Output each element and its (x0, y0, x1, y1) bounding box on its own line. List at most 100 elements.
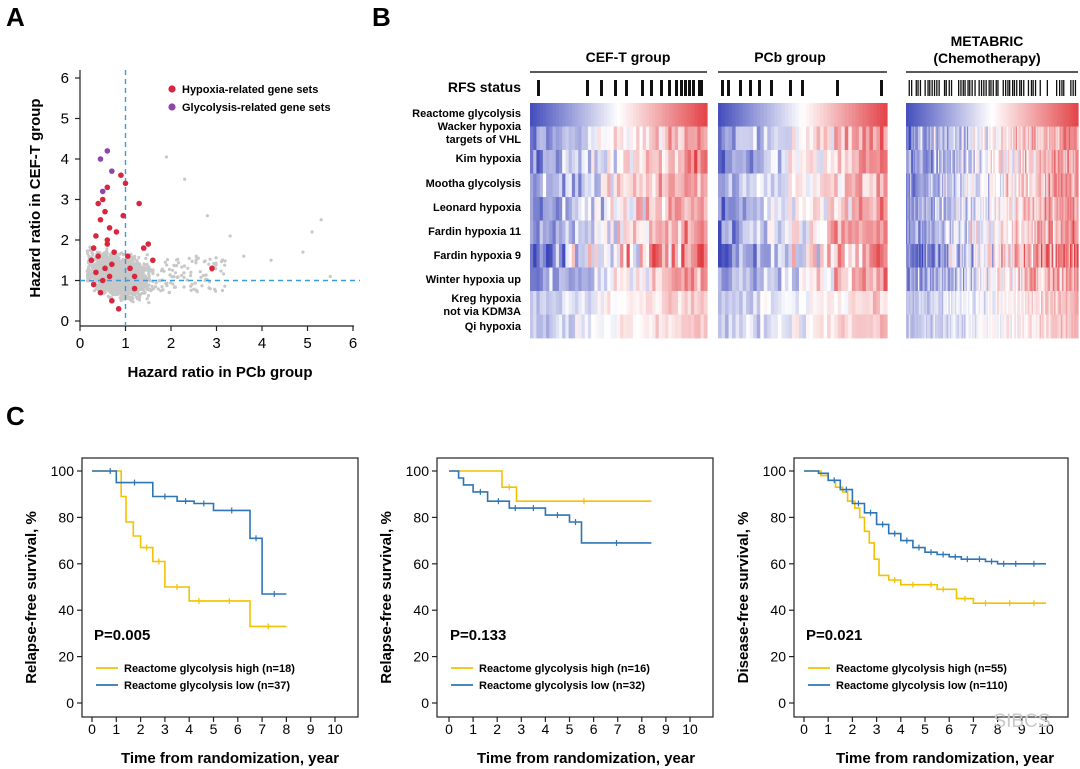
heatmap-cell (984, 244, 986, 268)
heatmap-cell (1062, 291, 1065, 315)
heatmap-cell (957, 173, 960, 198)
scatter-point (111, 283, 115, 287)
heatmap-cell (1054, 103, 1057, 127)
scatter-point (160, 285, 164, 289)
heatmap-cell (976, 220, 979, 245)
heatmap-cell (636, 291, 641, 315)
heatmap-cell (1011, 314, 1014, 339)
heatmap-cell (1038, 291, 1041, 315)
heatmap-cell (649, 267, 653, 292)
heatmap-cell (994, 103, 997, 127)
heatmap-cell (562, 267, 566, 292)
heatmap-cell (806, 314, 811, 339)
heatmap-cell (973, 197, 976, 221)
heatmap-cell (960, 126, 963, 151)
heatmap-cell (597, 267, 602, 292)
heatmap-cell (941, 314, 944, 339)
heatmap-cell (781, 291, 786, 315)
heatmap-cell (1027, 103, 1030, 127)
heatmap-cell (735, 126, 740, 151)
heatmap-cell (984, 197, 986, 221)
heatmap-cell (973, 244, 976, 268)
heatmap-cell (718, 197, 723, 221)
heatmap-cell (931, 150, 934, 174)
heatmap-cell (883, 291, 888, 315)
heatmap-cell (956, 244, 959, 268)
scatter-point (180, 273, 184, 277)
heatmap-cell (1003, 291, 1006, 315)
heatmap-cell (813, 126, 818, 151)
heatmap-cell (1034, 244, 1037, 268)
heatmap-cell (613, 267, 618, 292)
heatmap-cell (697, 150, 702, 174)
heatmap-cell (1043, 244, 1046, 268)
heatmap-cell (700, 220, 705, 245)
heatmap-cell (581, 126, 586, 151)
heatmap-cell (830, 244, 835, 268)
heatmap-cell (1048, 173, 1051, 198)
heatmap-cell (636, 197, 641, 221)
heatmap-cell (746, 267, 751, 292)
heatmap-cell (913, 314, 916, 339)
heatmap-cell (700, 314, 705, 339)
heatmap-cell (1019, 103, 1022, 127)
heatmap-cell (1034, 314, 1037, 339)
heatmap-cell (1047, 197, 1050, 221)
heatmap-cell (1027, 220, 1030, 245)
heatmap-cell (1009, 291, 1012, 315)
heatmap-cell (1044, 126, 1047, 151)
heatmap-cell (687, 197, 692, 221)
heatmap-cell (1038, 244, 1041, 268)
heatmap-cell (732, 291, 737, 315)
heatmap-cell (968, 291, 971, 315)
heatmap-cell (992, 150, 994, 174)
heatmap-cell (767, 126, 772, 151)
heatmap-cell (1023, 244, 1026, 268)
scatter-point (125, 296, 129, 300)
scatter-point (223, 263, 227, 267)
heatmap-cell (1048, 314, 1051, 339)
heatmap-cell (965, 197, 968, 221)
heatmap-cell (668, 126, 673, 151)
heatmap-cell (809, 150, 814, 174)
heatmap-cell (1027, 126, 1030, 151)
heatmap-cell (956, 267, 959, 292)
heatmap-cell (909, 126, 912, 151)
heatmap-cell (913, 150, 916, 174)
heatmap-cell (988, 150, 990, 174)
heatmap-cell (909, 103, 912, 127)
heatmap-cell (620, 244, 624, 268)
scatter-point (131, 279, 135, 283)
heatmap-cell (571, 126, 576, 151)
heatmap-cell (980, 173, 983, 198)
heatmap-cell (1068, 197, 1071, 221)
heatmap-cell (1040, 197, 1043, 221)
heatmap-cell (1060, 126, 1063, 151)
scatter-point (173, 285, 177, 289)
heatmap-cell (1006, 220, 1009, 245)
heatmap-cell (921, 314, 924, 339)
heatmap-cell (858, 197, 863, 221)
heatmap-cell (749, 150, 754, 174)
heatmap-cell (721, 103, 726, 127)
rfs-status-label: RFS status (448, 79, 521, 95)
heatmap-cell (1026, 267, 1029, 292)
heatmap-cell (721, 197, 726, 221)
heatmap-cell (1060, 244, 1063, 268)
heatmap-cell (555, 173, 560, 198)
heatmap-cell (924, 150, 927, 174)
scatter-point (200, 284, 204, 288)
heatmap-cell (1035, 291, 1038, 315)
heatmap-cell (876, 103, 881, 127)
heatmap-cell (993, 173, 996, 198)
heatmap-cell (770, 103, 775, 127)
hypoxia-point (93, 269, 99, 276)
heatmap-cell (565, 220, 570, 245)
heatmap-cell (1052, 150, 1055, 174)
heatmap-cell (1018, 220, 1021, 245)
heatmap-cell (694, 126, 698, 151)
heatmap-cell (957, 126, 960, 151)
scatter-point (310, 230, 314, 234)
heatmap-cell (798, 197, 804, 221)
heatmap-cell (928, 244, 931, 268)
